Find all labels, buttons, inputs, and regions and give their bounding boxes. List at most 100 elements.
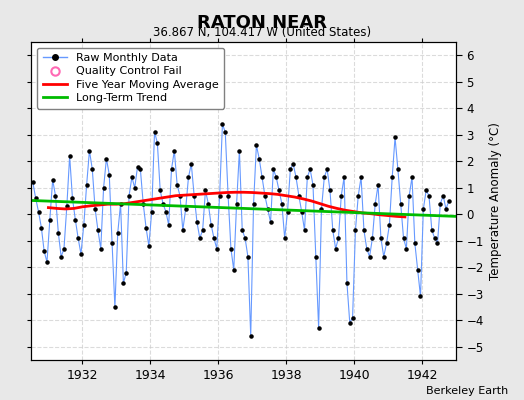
Point	[411, 240, 419, 246]
Point	[428, 227, 436, 233]
Point	[161, 208, 170, 215]
Point	[71, 216, 80, 223]
Point	[292, 174, 300, 180]
Point	[272, 174, 280, 180]
Point	[63, 203, 71, 210]
Point	[433, 240, 442, 246]
Point	[139, 200, 147, 207]
Point	[244, 254, 252, 260]
Point	[294, 192, 303, 199]
Point	[134, 163, 142, 170]
Point	[173, 182, 181, 188]
Point	[108, 240, 116, 246]
Point	[278, 200, 286, 207]
Point	[280, 235, 289, 241]
Point	[176, 192, 184, 199]
Point	[136, 166, 145, 172]
Point	[219, 121, 227, 127]
Point	[402, 246, 411, 252]
Point	[298, 208, 306, 215]
Point	[348, 314, 357, 321]
Point	[74, 235, 82, 241]
Point	[351, 227, 359, 233]
Point	[77, 251, 85, 257]
Point	[289, 161, 297, 167]
Point	[269, 166, 278, 172]
Point	[37, 224, 46, 231]
Point	[252, 142, 260, 148]
Point	[199, 227, 207, 233]
Point	[431, 235, 439, 241]
Point	[331, 246, 340, 252]
Point	[408, 174, 416, 180]
Point	[249, 200, 258, 207]
Point	[114, 230, 122, 236]
Point	[258, 174, 266, 180]
Point	[286, 166, 294, 172]
Point	[371, 200, 379, 207]
Point	[405, 192, 413, 199]
Point	[145, 243, 153, 249]
Point	[122, 269, 130, 276]
Point	[388, 174, 397, 180]
Point	[224, 192, 232, 199]
Point	[283, 208, 292, 215]
Point	[309, 182, 317, 188]
Point	[100, 184, 108, 191]
Point	[128, 174, 136, 180]
Point	[346, 320, 354, 326]
Point	[422, 187, 430, 194]
Point	[130, 184, 139, 191]
Point	[337, 192, 345, 199]
Point	[374, 182, 382, 188]
Point	[385, 222, 394, 228]
Point	[40, 248, 48, 254]
Point	[31, 195, 40, 202]
Point	[266, 219, 275, 225]
Point	[235, 148, 244, 154]
Point	[312, 254, 320, 260]
Y-axis label: Temperature Anomaly (°C): Temperature Anomaly (°C)	[489, 122, 502, 280]
Point	[238, 227, 246, 233]
Point	[60, 246, 68, 252]
Point	[181, 206, 190, 212]
Point	[354, 192, 363, 199]
Point	[167, 166, 176, 172]
Point	[261, 192, 269, 199]
Point	[397, 200, 405, 207]
Point	[29, 179, 37, 186]
Text: Berkeley Earth: Berkeley Earth	[426, 386, 508, 396]
Point	[241, 235, 249, 241]
Point	[51, 192, 60, 199]
Point	[105, 171, 114, 178]
Point	[368, 235, 377, 241]
Point	[54, 230, 62, 236]
Point	[413, 267, 422, 273]
Point	[116, 200, 125, 207]
Point	[303, 174, 312, 180]
Point	[179, 227, 187, 233]
Point	[195, 235, 204, 241]
Point	[334, 235, 343, 241]
Point	[210, 235, 218, 241]
Point	[379, 254, 388, 260]
Point	[230, 267, 238, 273]
Point	[102, 155, 111, 162]
Point	[148, 208, 156, 215]
Point	[306, 166, 314, 172]
Point	[46, 216, 54, 223]
Text: RATON NEAR: RATON NEAR	[197, 14, 327, 32]
Point	[85, 148, 94, 154]
Point	[425, 192, 433, 199]
Point	[383, 240, 391, 246]
Point	[394, 166, 402, 172]
Point	[323, 166, 331, 172]
Point	[360, 227, 368, 233]
Point	[363, 246, 371, 252]
Point	[66, 153, 74, 159]
Point	[329, 227, 337, 233]
Point	[255, 155, 264, 162]
Point	[221, 129, 230, 135]
Point	[184, 174, 193, 180]
Point	[170, 148, 179, 154]
